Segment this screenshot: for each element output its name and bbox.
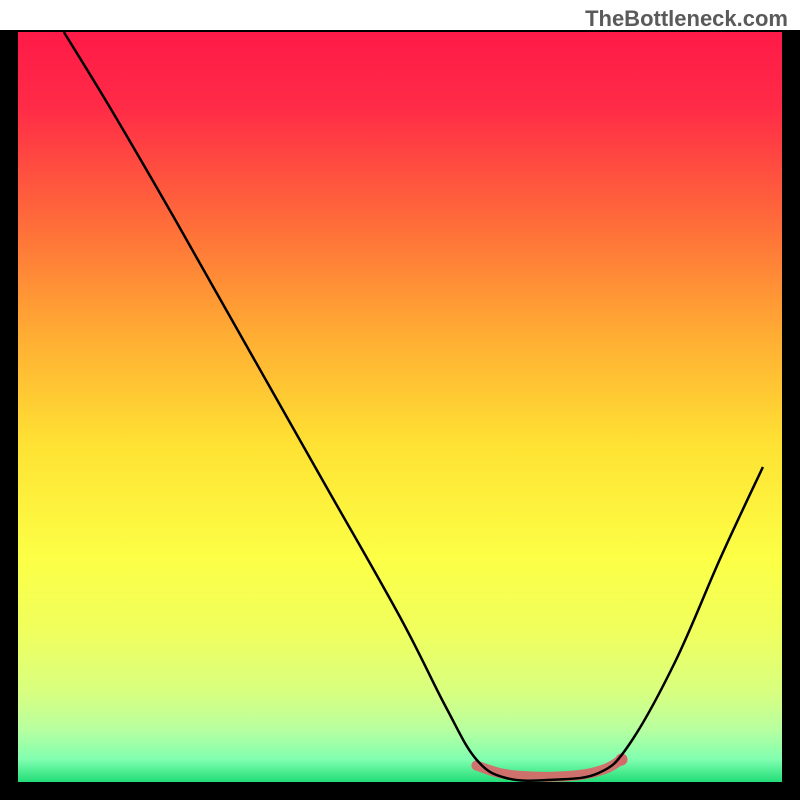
frame-left bbox=[0, 30, 18, 800]
watermark-text: TheBottleneck.com bbox=[585, 6, 788, 32]
chart-container: TheBottleneck.com bbox=[0, 0, 800, 800]
frame-bottom bbox=[18, 782, 782, 800]
frame-right bbox=[782, 30, 800, 800]
chart-canvas bbox=[0, 0, 800, 800]
